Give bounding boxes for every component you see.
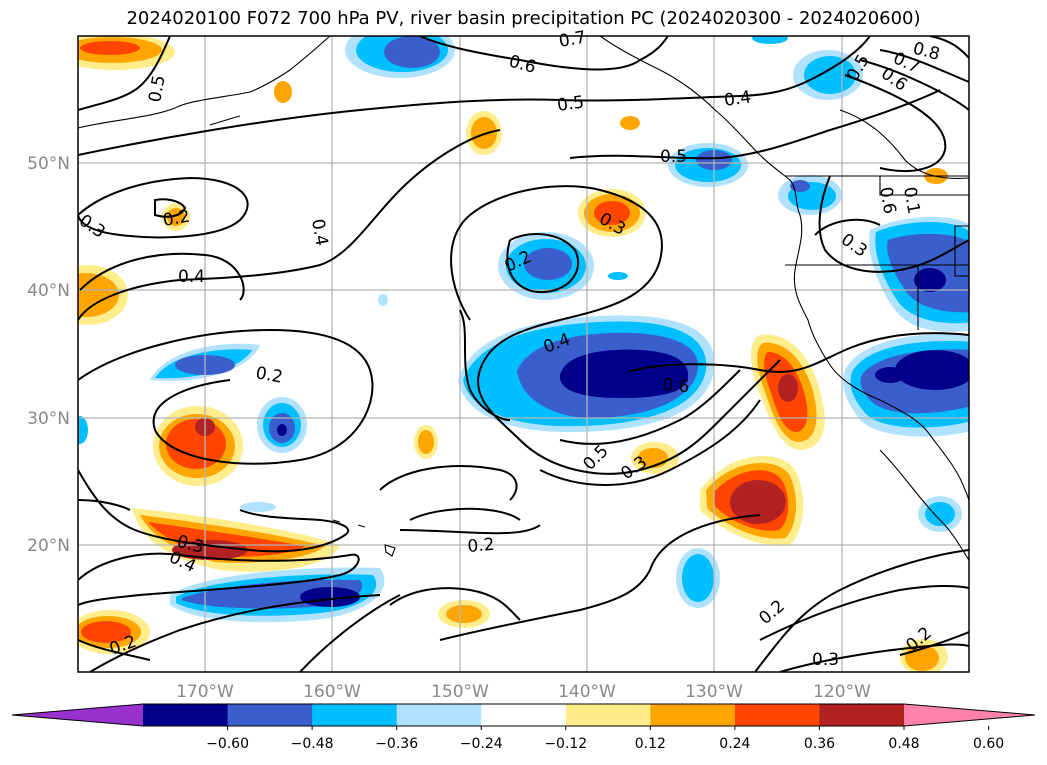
colorbar-tick-labels: −0.60 −0.48 −0.36 −0.24 −0.12 0.12 0.24 0.36 0.4… [206, 726, 1004, 752]
colorbar-tick-label: 0.12 [635, 736, 666, 752]
colorbar-tick-label: 0.36 [804, 736, 835, 752]
colorbar-extend-high [904, 704, 1035, 726]
colorbar-segment [143, 704, 229, 726]
contour-label: 0.6 [662, 375, 691, 397]
lat-label: 40°N [27, 281, 70, 301]
contour-label: 0.7 [557, 28, 587, 52]
colorbar-segment [396, 704, 482, 726]
pv-contours [78, 36, 969, 672]
colorbar-tick-label: 0.48 [888, 736, 919, 752]
map-border [77, 35, 970, 673]
colorbar-segment [734, 704, 820, 726]
contour-label: 0.4 [178, 267, 205, 287]
lon-label: 170°W [176, 682, 234, 702]
contour-label: 0.3 [812, 650, 839, 670]
colorbar-tick-label: −0.60 [206, 736, 249, 752]
contour-label: 0.1 [899, 185, 923, 215]
graticule [78, 36, 969, 672]
negative-anomaly-blobs [78, 36, 969, 623]
contour-label: 0.2 [467, 535, 496, 557]
colorbar-segment [819, 704, 905, 726]
lon-label: 130°W [685, 682, 743, 702]
map-title: 2024020100 F072 700 hPa PV, river basin … [126, 8, 921, 29]
colorbar-outline [11, 703, 1036, 727]
contour-label: 0.2 [254, 363, 284, 387]
lon-label: 120°W [813, 682, 871, 702]
colorbar-segment [565, 704, 651, 726]
colorbar-tick-label: 0.24 [719, 736, 750, 752]
coastlines [78, 36, 969, 561]
precipitation-shading [78, 36, 969, 672]
colorbar-segment [481, 704, 567, 726]
lat-label: 30°N [27, 409, 70, 429]
contour-label: 0.6 [875, 185, 899, 215]
contour-label: 0.5 [145, 74, 169, 104]
positive-anomaly-blobs [78, 36, 948, 672]
contour-label: 0.5 [660, 147, 687, 167]
colorbar-extend-low [12, 704, 143, 726]
lon-label: 150°W [431, 682, 489, 702]
lat-label: 50°N [27, 154, 70, 174]
colorbar-tick-label: −0.24 [460, 736, 503, 752]
colorbar-segment [650, 704, 736, 726]
colorbar-segment [312, 704, 398, 726]
colorbar [11, 703, 1036, 727]
lon-label: 160°W [303, 682, 361, 702]
contour-label: 0.2 [161, 207, 191, 231]
contour-label: 0.4 [723, 87, 753, 111]
colorbar-tick-label: −0.12 [544, 736, 587, 752]
contour-label: 0.4 [307, 217, 331, 247]
latitude-labels: 50°N 40°N 30°N 20°N [27, 154, 70, 556]
colorbar-tick-label: 0.60 [973, 736, 1004, 752]
colorbar-tick-label: −0.48 [291, 736, 334, 752]
colorbar-segment [227, 704, 313, 726]
contour-label: 0.5 [556, 92, 586, 116]
lat-label: 20°N [27, 536, 70, 556]
lon-label: 140°W [558, 682, 616, 702]
longitude-labels: 170°W 160°W 150°W 140°W 130°W 120°W [176, 682, 871, 702]
colorbar-tick-label: −0.36 [375, 736, 418, 752]
